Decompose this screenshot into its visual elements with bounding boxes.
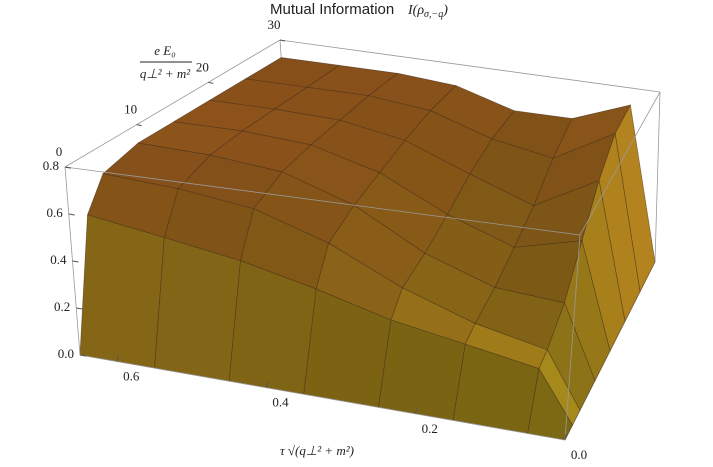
box-edge [79,354,566,441]
x-tick-label: 0.4 [272,395,289,410]
chart-title-math: I(ρσ,−q) [407,3,448,20]
x-tick-label: 0.2 [422,421,438,436]
surface [79,57,656,441]
y-label-numerator: e E₀ [154,43,175,58]
x-tick [266,381,269,388]
x-label: τ √(q⊥² + m²) [280,443,354,458]
title-math-part: I(ρ [407,3,424,18]
z-tick-label: 0.2 [54,299,70,314]
y-tick [208,81,214,84]
z-tick-label: 0.8 [43,158,59,173]
y-tick-label: 30 [268,17,281,32]
y-tick [279,39,286,42]
title-math-part: ) [442,3,448,18]
box-edge [579,91,661,236]
z-tick [79,354,87,357]
z-tick-label: 0.0 [58,346,74,361]
z-tick-label: 0.6 [47,205,64,220]
z-tick [76,307,83,310]
x-tick [564,433,567,441]
y-tick [64,166,71,169]
title-math-part: σ,−q [424,9,443,20]
chart-title: Mutual Information [270,1,394,18]
y-tick [136,124,142,127]
box-front: 0.0 0.2 0.4 0.6 0.8 0.6 0.4 0.2 0.0 0 10 20 30 [43,17,661,462]
y-label-denominator: q⊥² + m² [140,66,191,81]
y-tick-label: 20 [196,59,209,74]
x-tick [415,407,418,414]
x-tick-label: 0.0 [571,447,587,462]
box-edge [279,39,661,93]
box-edge [564,234,581,441]
z-tick [68,213,75,216]
surface-patch [79,214,165,369]
x-tick-label: 0.6 [123,369,140,384]
surface-patch [154,237,241,382]
z-tick-label: 0.4 [50,252,67,267]
box-edge [654,91,661,263]
z-tick [72,260,79,263]
box-edge [64,166,581,236]
box-edge [64,39,281,168]
x-tick [116,355,119,362]
y-tick-label: 0 [56,144,63,159]
y-tick-label: 10 [124,102,137,117]
